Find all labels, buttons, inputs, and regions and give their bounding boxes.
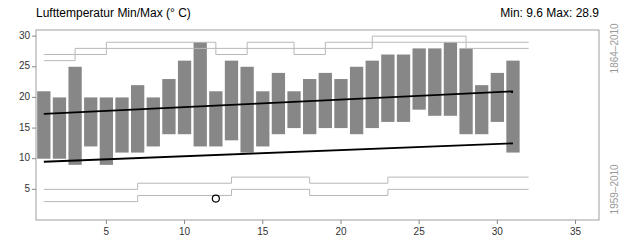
y-tick <box>32 97 36 98</box>
bar <box>209 91 222 146</box>
y-tick <box>32 36 36 37</box>
bar <box>459 48 472 134</box>
bar <box>303 79 316 134</box>
band-label: 1959–2010 <box>609 164 620 214</box>
bar <box>240 67 253 153</box>
chart: 5 10 15 20 25 30 35 5 10 15 20 25 30 Lufttemperatur M… <box>0 0 639 244</box>
y-tick <box>32 158 36 159</box>
bar <box>413 48 426 109</box>
bar <box>444 42 457 116</box>
band-label: 1864–2010 <box>609 23 620 73</box>
point <box>212 195 219 202</box>
bar <box>147 97 160 146</box>
marks <box>37 36 528 202</box>
bar <box>225 61 238 141</box>
x-tick <box>184 220 185 224</box>
x-axis: 5 10 15 20 25 30 35 <box>104 220 582 237</box>
bar <box>178 61 191 135</box>
bar <box>350 67 363 134</box>
x-tick-label: 20 <box>335 226 347 237</box>
band-line <box>44 36 529 54</box>
bar <box>100 97 113 164</box>
bar <box>366 61 379 128</box>
x-tick-label: 15 <box>257 226 269 237</box>
x-tick <box>575 220 576 224</box>
band-line <box>44 189 529 201</box>
x-tick-label: 35 <box>570 226 582 237</box>
y-tick <box>32 128 36 129</box>
y-tick-label: 10 <box>19 152 31 163</box>
trend-line <box>44 91 513 114</box>
bar <box>131 85 144 152</box>
x-tick <box>497 220 498 224</box>
band-line <box>44 42 529 60</box>
bar <box>287 91 300 128</box>
x-tick-label: 5 <box>104 226 110 237</box>
plot-frame <box>36 30 599 220</box>
bar <box>53 97 66 158</box>
bar <box>506 61 519 153</box>
bar <box>84 97 97 146</box>
bar <box>428 48 441 115</box>
title: Lufttemperatur Min/Max (° C) <box>36 6 191 20</box>
subtitle: Min: 9.6 Max: 28.9 <box>500 6 599 20</box>
y-tick-label: 5 <box>24 183 30 194</box>
y-axis: 5 10 15 20 25 30 <box>19 30 36 194</box>
y-tick <box>32 189 36 190</box>
bar <box>68 67 81 165</box>
y-tick-label: 20 <box>19 91 31 102</box>
bar <box>491 73 504 122</box>
bar <box>334 79 347 128</box>
bar <box>37 91 50 158</box>
bar <box>381 55 394 122</box>
band-line <box>44 177 529 189</box>
x-tick-label: 25 <box>414 226 426 237</box>
x-tick <box>262 220 263 224</box>
y-tick-label: 15 <box>19 122 31 133</box>
x-tick-label: 30 <box>492 226 504 237</box>
bar <box>194 42 207 146</box>
page: {"chart_data": { "type": "bar", "title":… <box>0 0 639 244</box>
y-tick <box>32 66 36 67</box>
y-tick-label: 30 <box>19 30 31 41</box>
bar <box>397 55 410 122</box>
x-tick-label: 10 <box>179 226 191 237</box>
x-tick <box>106 220 107 224</box>
bar <box>115 97 128 152</box>
x-tick <box>340 220 341 224</box>
bar <box>256 91 269 146</box>
trend-line <box>44 143 513 161</box>
x-tick <box>419 220 420 224</box>
y-tick-label: 25 <box>19 60 31 71</box>
bar <box>162 79 175 134</box>
